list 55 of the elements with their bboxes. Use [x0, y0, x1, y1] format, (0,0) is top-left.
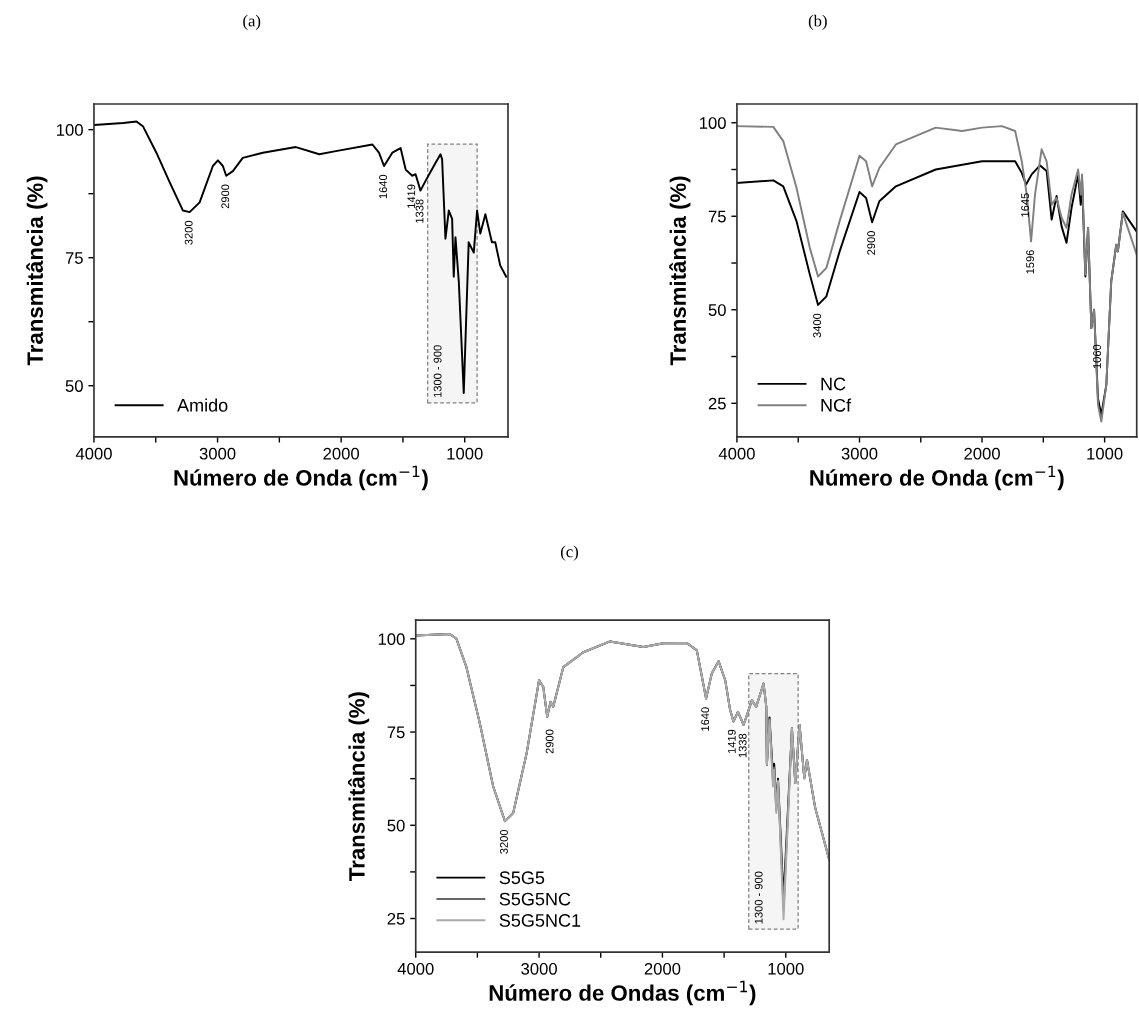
chart-title: (b) [808, 14, 827, 30]
x-axis-title: Número de Onda (cm$^{−1}$) [810, 465, 1064, 491]
x-tick-label: 4000 [718, 447, 755, 460]
annotation: 2900 [545, 729, 554, 754]
y-axis-title: Transmitância (%) [26, 176, 48, 366]
legend-label: S5G5NC1 [499, 914, 581, 927]
annotation: 3200 [184, 220, 193, 245]
chart-title: (c) [560, 545, 579, 561]
legend-label: S5G5 [499, 871, 545, 885]
annotation: 1645 [1021, 193, 1030, 217]
y-axis-title: Transmitância (%) [347, 692, 370, 881]
y-tick-label: 75 [708, 210, 726, 223]
annotation: 1419 [727, 729, 736, 754]
x-tick-label: 2000 [323, 447, 360, 460]
y-tick-label: 25 [387, 912, 405, 925]
y-tick-label: 25 [708, 397, 726, 410]
legend-label: S5G5NC [499, 892, 571, 906]
legend-label: Amido [177, 398, 228, 412]
y-tick-label: 50 [387, 819, 405, 832]
annotation: 1640 [701, 707, 710, 731]
x-axis-title: Número de Ondas (cm$^{−1}$) [489, 980, 756, 1006]
annotation: 3200 [500, 829, 508, 854]
x-tick-label: 1000 [447, 447, 483, 460]
y-tick-label: 50 [65, 380, 83, 392]
annotation: 3400 [813, 313, 822, 338]
x-tick-label: 4000 [75, 447, 112, 460]
annotation: 1060 [1093, 344, 1101, 369]
x-tick-label: 3000 [199, 447, 236, 460]
band-label: 1300 - 900 [754, 871, 763, 924]
y-tick-label: 75 [387, 726, 405, 739]
x-tick-label: 4000 [397, 962, 434, 975]
y-tick-label: 100 [378, 633, 405, 646]
x-tick-label: 3000 [841, 447, 878, 460]
y-tick-label: 100 [57, 124, 83, 136]
x-axis-title: Número de Onda (cm$^{−1}$) [174, 465, 428, 491]
annotation: 2900 [867, 231, 876, 255]
x-tick-label: 2000 [964, 447, 1000, 460]
annotation: 1338 [738, 733, 747, 758]
y-axis-title: Transmitância (%) [669, 176, 691, 366]
y-tick-label: 75 [65, 252, 83, 264]
x-tick-label: 1000 [1087, 447, 1123, 460]
y-tick-label: 50 [708, 304, 726, 316]
band-label: 1300 - 900 [433, 345, 442, 398]
chart-title: (a) [243, 14, 261, 30]
annotation: 1419 [407, 184, 416, 208]
legend-label: NCf [821, 398, 852, 412]
x-tick-label: 2000 [644, 962, 681, 975]
legend-label: NC [821, 377, 846, 391]
annotation: 1338 [415, 199, 424, 223]
y-tick-label: 100 [699, 117, 726, 129]
x-tick-label: 3000 [521, 962, 557, 975]
annotation: 2900 [221, 184, 230, 209]
annotation: 1596 [1026, 250, 1035, 274]
annotation: 1640 [379, 174, 388, 199]
x-tick-label: 1000 [768, 962, 804, 975]
